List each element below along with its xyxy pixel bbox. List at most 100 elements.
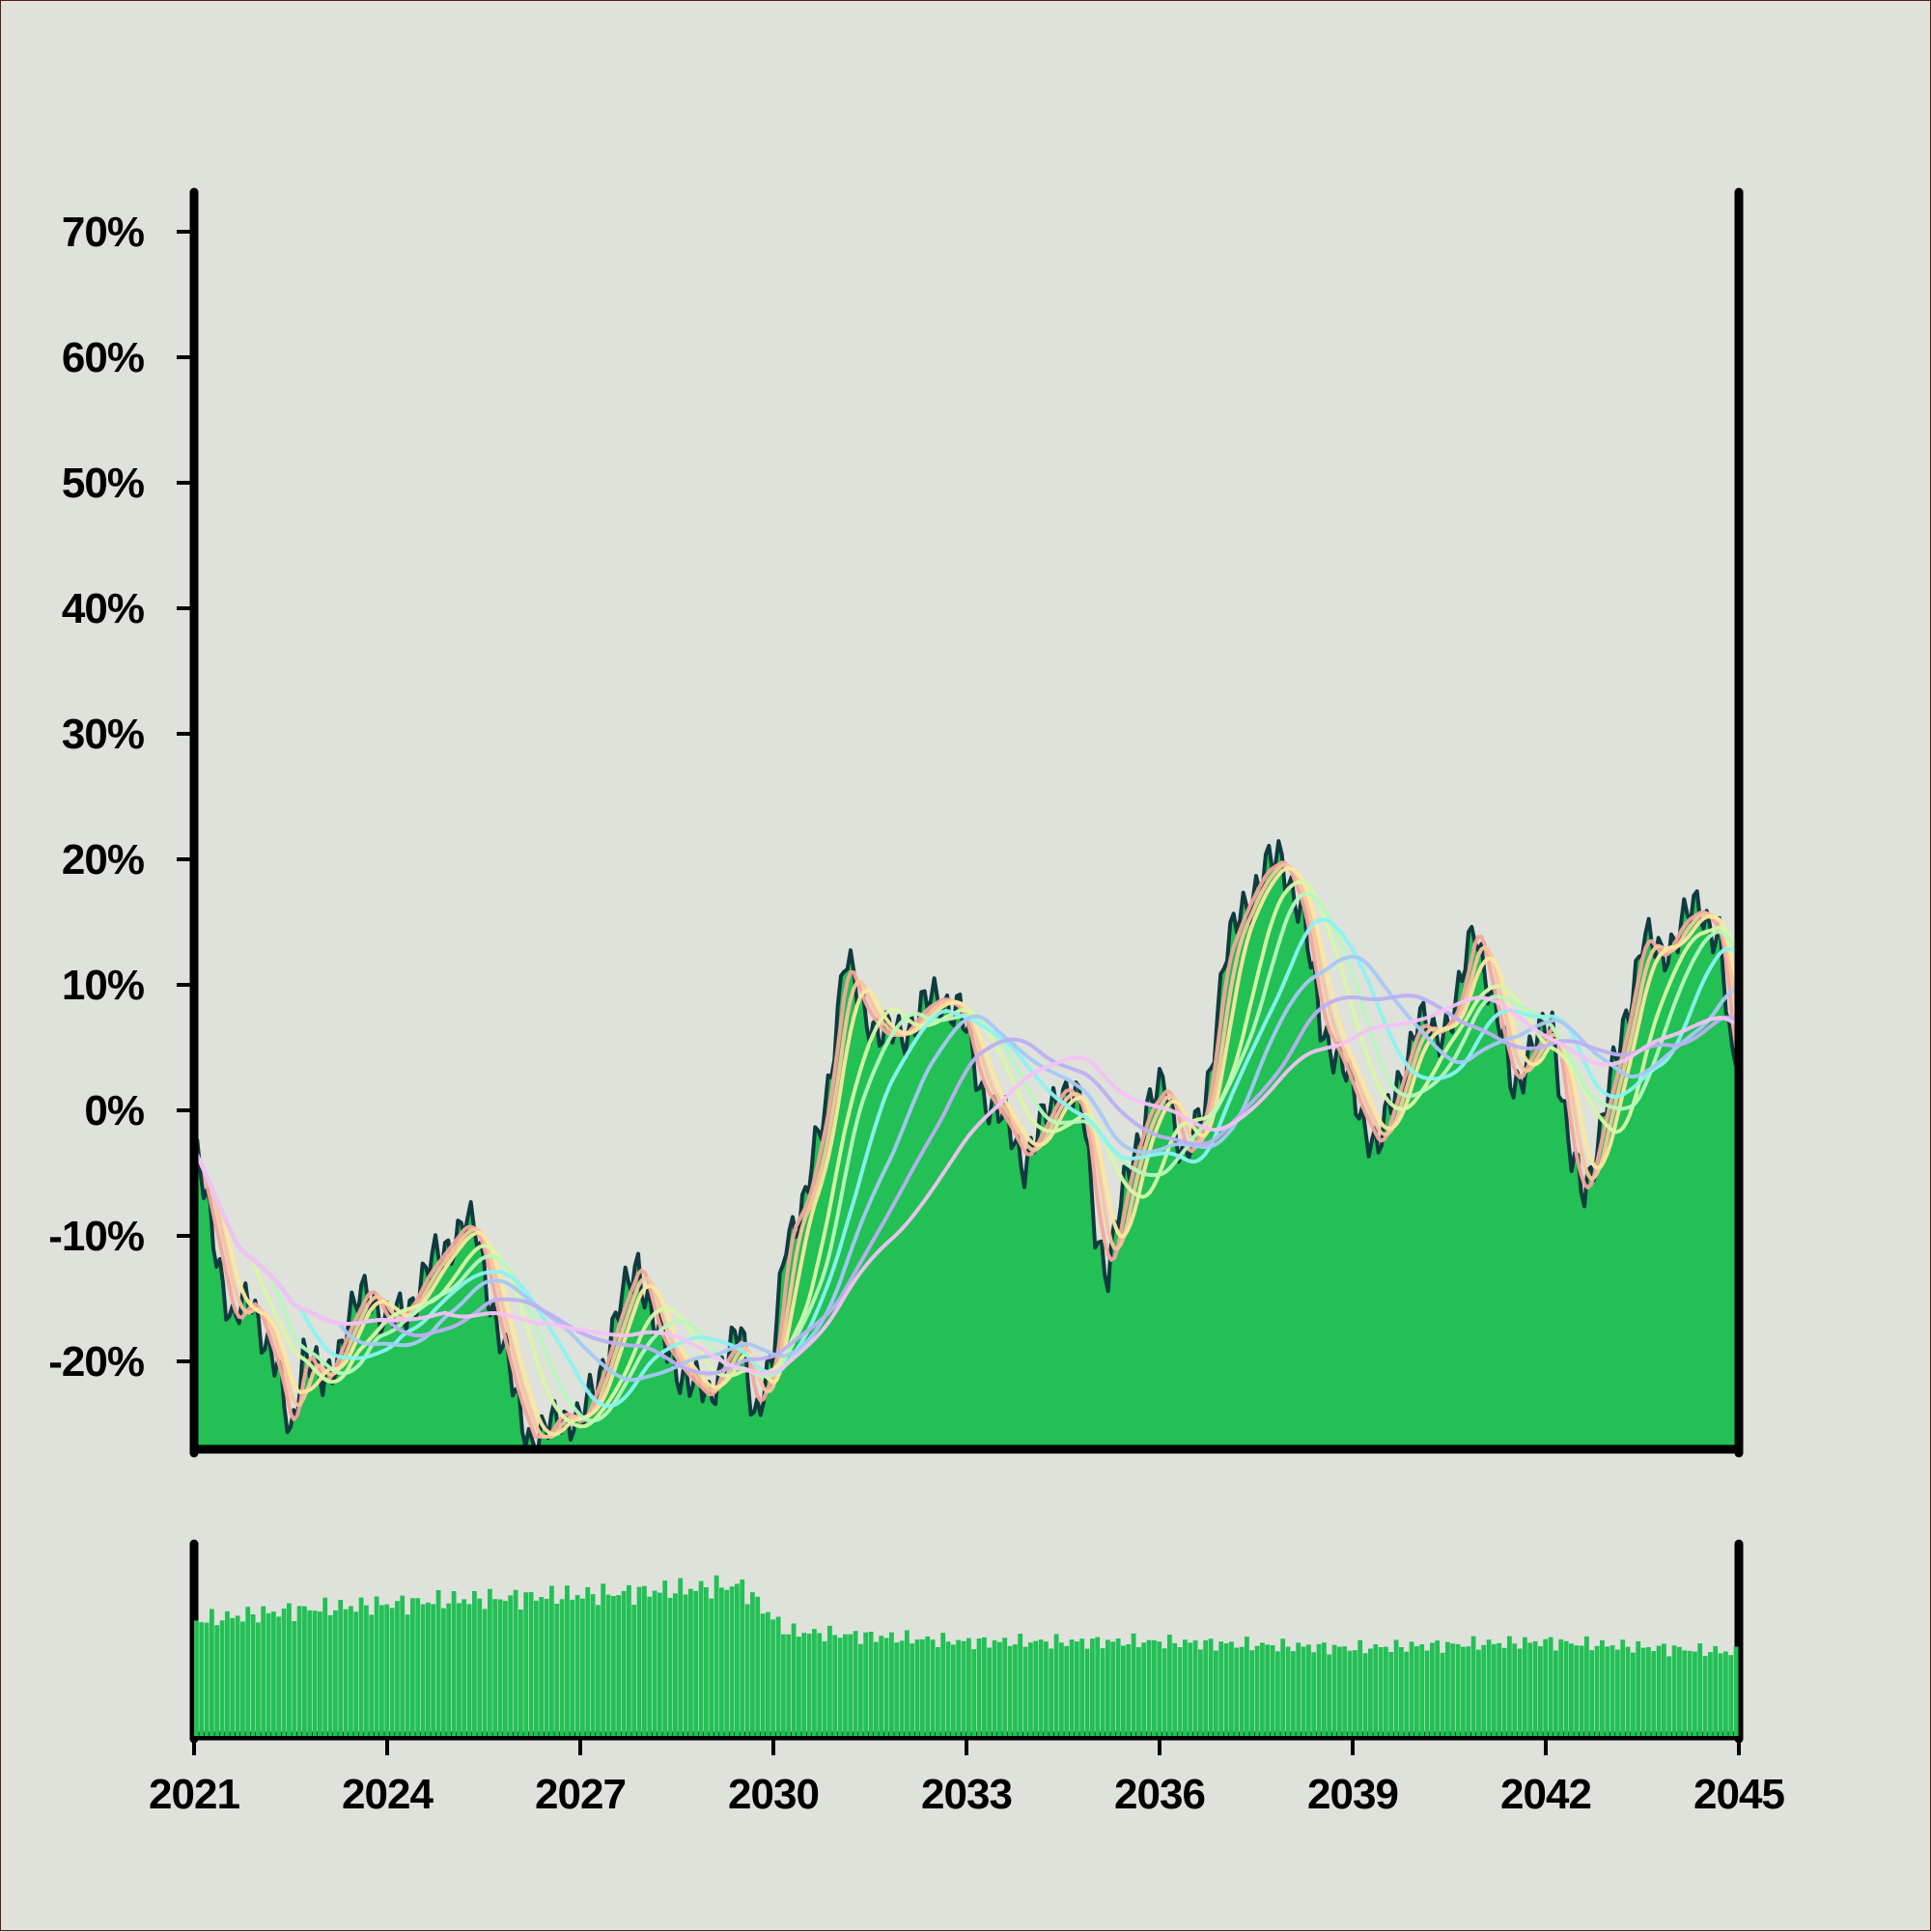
tick-labels: 70% 60% 50% 40% 30% 20% 10% 0% -10% -20% 2021 2024 2… xyxy=(48,209,1785,1818)
x-tick-label: 2042 xyxy=(1500,1771,1591,1818)
volume-bar xyxy=(1574,1645,1580,1736)
volume-bar xyxy=(853,1631,858,1736)
volume-bar xyxy=(358,1597,364,1736)
volume-bar xyxy=(1384,1646,1388,1736)
volume-bar xyxy=(611,1596,616,1736)
volume-bar xyxy=(1141,1642,1147,1736)
volume-bar xyxy=(698,1581,704,1736)
x-tick-label: 2030 xyxy=(728,1771,819,1818)
y-tick-label: 30% xyxy=(62,711,144,758)
y-tick-label: 10% xyxy=(62,962,144,1009)
volume-bar xyxy=(1038,1639,1044,1736)
volume-bar xyxy=(1234,1647,1240,1736)
volume-bar xyxy=(518,1610,523,1736)
volume-bar xyxy=(797,1637,801,1736)
volume-bar xyxy=(1646,1647,1651,1736)
x-tick-label: 2036 xyxy=(1114,1771,1205,1818)
volume-bar xyxy=(574,1595,580,1736)
volume-bar xyxy=(1337,1646,1342,1736)
volume-bar xyxy=(735,1583,740,1736)
volume-bar xyxy=(1327,1654,1332,1736)
x-tick-label: 2039 xyxy=(1307,1771,1398,1818)
volume-bar xyxy=(549,1585,554,1736)
volume-bar xyxy=(1609,1645,1615,1736)
volume-bar xyxy=(920,1638,925,1736)
volume-bar xyxy=(389,1608,395,1736)
volume-bar xyxy=(1069,1639,1075,1736)
volume-bar xyxy=(997,1641,1002,1736)
volume-bar xyxy=(1486,1639,1492,1736)
volume-bar xyxy=(1523,1637,1527,1736)
volume-bar xyxy=(497,1599,503,1736)
volume-bar xyxy=(817,1633,823,1736)
volume-bar xyxy=(843,1634,848,1736)
volume-bar xyxy=(441,1608,446,1736)
volume-bar xyxy=(333,1610,338,1736)
volume-bar xyxy=(1002,1638,1008,1736)
volume-bar xyxy=(318,1611,322,1736)
volume-bar xyxy=(951,1644,956,1736)
volume-bar xyxy=(431,1604,436,1736)
volume-bar xyxy=(631,1605,637,1736)
volume-bar xyxy=(775,1616,781,1736)
volume-bar xyxy=(858,1643,863,1736)
volume-bar xyxy=(1033,1640,1039,1736)
volume-bar xyxy=(868,1632,874,1736)
volume-bar xyxy=(1121,1645,1126,1736)
volume-bar xyxy=(235,1615,240,1736)
volume-bar xyxy=(1270,1645,1275,1736)
volume-bar xyxy=(1728,1655,1734,1736)
volume-bar xyxy=(1249,1650,1255,1736)
volume-bar xyxy=(601,1583,606,1736)
volume-bar xyxy=(1028,1642,1033,1736)
volume-bar xyxy=(1470,1636,1476,1736)
volume-bar xyxy=(724,1589,730,1736)
volume-bar xyxy=(1331,1644,1337,1736)
volume-bar xyxy=(214,1625,220,1736)
price-panel xyxy=(192,839,1741,1451)
volume-bar xyxy=(889,1632,894,1736)
volume-bar xyxy=(1507,1636,1512,1736)
volume-bar xyxy=(1208,1638,1214,1736)
volume-bar xyxy=(410,1598,415,1736)
volume-bar xyxy=(1342,1646,1348,1736)
volume-bar xyxy=(899,1640,905,1736)
volume-bar xyxy=(1105,1639,1110,1736)
volume-bar xyxy=(1265,1644,1271,1736)
volume-bar xyxy=(1157,1641,1162,1736)
volume-bar xyxy=(503,1601,508,1736)
volume-bar xyxy=(1651,1651,1657,1736)
volume-bar xyxy=(451,1591,457,1736)
volume-bar xyxy=(1636,1640,1641,1736)
x-tick-label: 2033 xyxy=(921,1771,1012,1818)
volume-bar xyxy=(1563,1640,1569,1736)
volume-bar xyxy=(1579,1645,1584,1736)
volume-bar xyxy=(1192,1640,1198,1736)
volume-bar xyxy=(477,1598,483,1736)
volume-bar xyxy=(312,1610,318,1736)
volume-bar xyxy=(523,1592,529,1736)
volume-bar xyxy=(1306,1644,1311,1736)
volume-bar xyxy=(987,1647,993,1736)
volume-bar xyxy=(621,1590,627,1736)
volume-bar xyxy=(554,1604,560,1736)
volume-bar xyxy=(1600,1639,1605,1736)
volume-bar xyxy=(827,1625,832,1736)
volume-bar xyxy=(1161,1648,1167,1736)
volume-bar xyxy=(647,1596,653,1736)
volume-bar xyxy=(956,1639,962,1736)
volume-bar xyxy=(369,1614,375,1736)
volume-bar xyxy=(662,1581,668,1736)
volume-bar xyxy=(1203,1639,1209,1736)
volume-bar xyxy=(1450,1643,1456,1736)
volume-bar xyxy=(585,1586,591,1736)
volume-bar xyxy=(1378,1647,1384,1736)
volume-bar xyxy=(415,1598,421,1736)
volume-bar xyxy=(966,1638,971,1736)
volume-bar xyxy=(770,1619,776,1736)
y-tick-label: 20% xyxy=(62,836,144,883)
volume-bar xyxy=(1115,1638,1121,1736)
volume-bar xyxy=(1296,1642,1301,1736)
volume-bar xyxy=(961,1640,966,1736)
